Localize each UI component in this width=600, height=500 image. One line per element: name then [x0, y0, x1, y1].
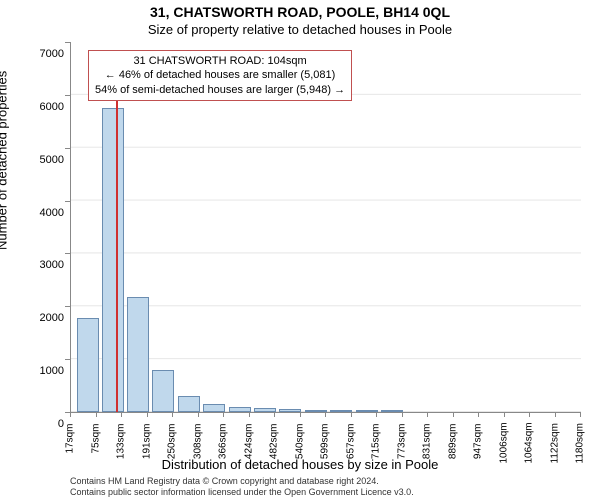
chart-container: 31, CHATSWORTH ROAD, POOLE, BH14 0QL Siz… [0, 0, 600, 500]
y-tick-label: 5000 [24, 154, 64, 166]
annotation-line: 54% of semi-detached houses are larger (… [95, 83, 345, 97]
bar [178, 396, 200, 412]
x-tick-mark [96, 412, 97, 417]
x-tick-mark [223, 412, 224, 417]
y-tick-mark [65, 201, 70, 202]
x-tick-mark [376, 412, 377, 417]
y-tick-label: 3000 [24, 259, 64, 271]
x-tick-mark [351, 412, 352, 417]
x-tick-mark [198, 412, 199, 417]
x-tick-mark [121, 412, 122, 417]
y-tick-label: 2000 [24, 312, 64, 324]
bar [381, 410, 403, 412]
bar [279, 409, 301, 412]
x-tick-mark [172, 412, 173, 417]
bar [102, 108, 124, 412]
x-tick-mark [274, 412, 275, 417]
x-tick-mark [453, 412, 454, 417]
attribution-line: Contains HM Land Registry data © Crown c… [70, 476, 414, 487]
attribution: Contains HM Land Registry data © Crown c… [70, 476, 414, 498]
x-tick-mark [300, 412, 301, 417]
y-tick-label: 6000 [24, 101, 64, 113]
x-tick-mark [402, 412, 403, 417]
attribution-line: Contains public sector information licen… [70, 487, 414, 498]
bar [77, 318, 99, 412]
y-tick-mark [65, 306, 70, 307]
y-tick-label: 0 [24, 418, 64, 430]
x-tick-mark [147, 412, 148, 417]
bar [254, 408, 276, 412]
bar [127, 297, 149, 412]
reference-marker [116, 100, 118, 412]
annotation-line: 31 CHATSWORTH ROAD: 104sqm [95, 54, 345, 68]
x-tick-mark [325, 412, 326, 417]
y-tick-label: 1000 [24, 365, 64, 377]
bar [203, 404, 225, 412]
y-tick-mark [65, 95, 70, 96]
chart-title: 31, CHATSWORTH ROAD, POOLE, BH14 0QL [0, 4, 600, 20]
y-tick-mark [65, 42, 70, 43]
bar [330, 410, 352, 412]
x-tick-mark [504, 412, 505, 417]
y-tick-mark [65, 359, 70, 360]
y-tick-label: 4000 [24, 207, 64, 219]
bar [152, 370, 174, 412]
x-tick-mark [478, 412, 479, 417]
y-tick-mark [65, 253, 70, 254]
y-axis-label: Number of detached properties [0, 71, 10, 250]
bar [356, 410, 378, 412]
annotation-line: ← 46% of detached houses are smaller (5,… [95, 68, 345, 82]
x-tick-mark [249, 412, 250, 417]
x-tick-mark [427, 412, 428, 417]
y-tick-mark [65, 148, 70, 149]
y-tick-label: 7000 [24, 48, 64, 60]
annotation-box: 31 CHATSWORTH ROAD: 104sqm ← 46% of deta… [88, 50, 352, 101]
x-tick-mark [555, 412, 556, 417]
x-tick-mark [529, 412, 530, 417]
x-tick-mark [580, 412, 581, 417]
chart-subtitle: Size of property relative to detached ho… [0, 22, 600, 37]
x-tick-mark [70, 412, 71, 417]
x-axis-label: Distribution of detached houses by size … [0, 457, 600, 472]
bar [305, 410, 327, 412]
